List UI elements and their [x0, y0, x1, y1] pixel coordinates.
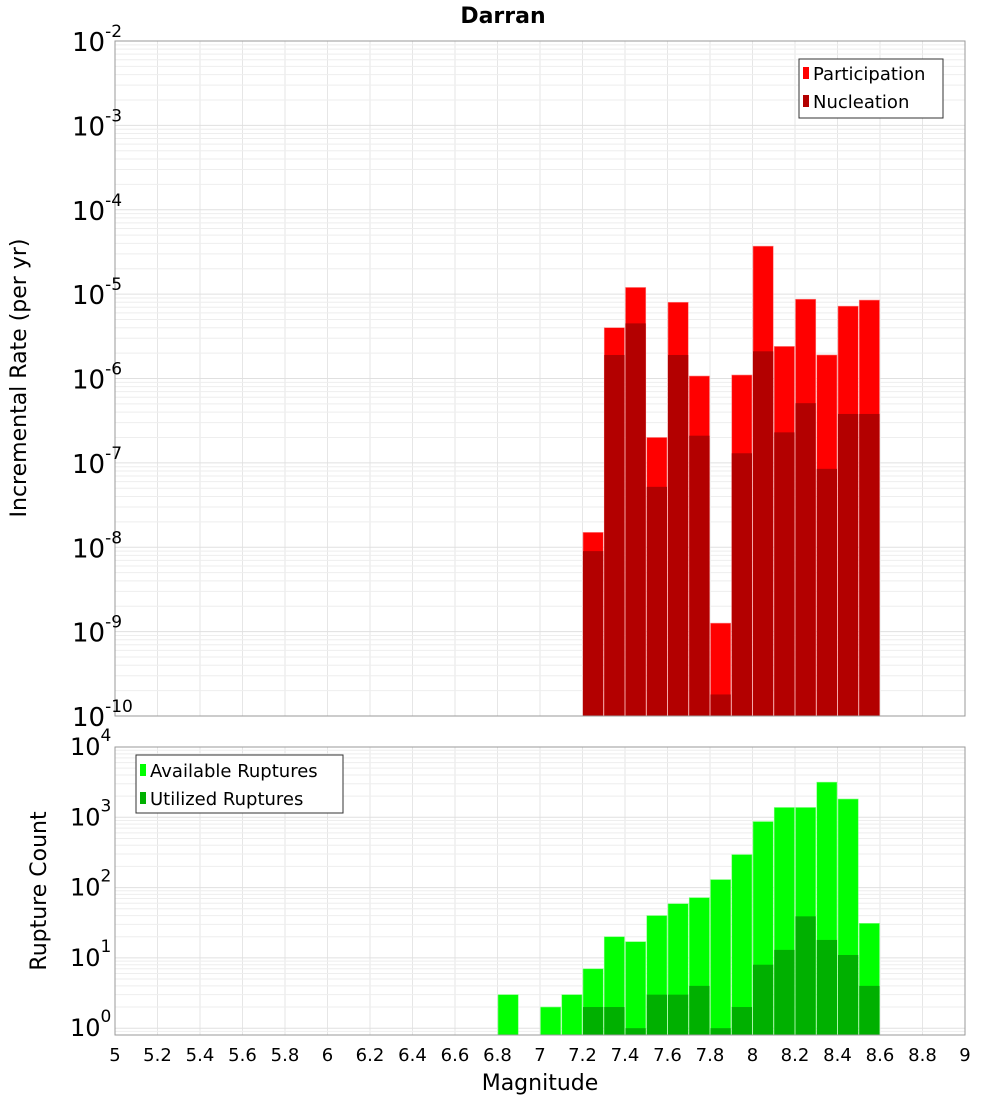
nucleation-bar: [774, 432, 795, 716]
utilized-ruptures-bar: [753, 964, 774, 1035]
nucleation-bar: [583, 551, 604, 716]
legend-label-participation: Participation: [813, 64, 925, 85]
x-tick-label: 6.8: [483, 1045, 512, 1066]
x-tick-label: 5.4: [186, 1045, 215, 1066]
utilized-ruptures-bar: [816, 939, 837, 1035]
x-tick-label: 7.8: [696, 1045, 725, 1066]
utilized-ruptures-bar: [710, 1028, 731, 1035]
nucleation-bar: [795, 403, 816, 716]
y-tick-label: 104: [70, 726, 111, 761]
x-tick-label: 7: [534, 1045, 545, 1066]
legend-swatch-available: [140, 764, 146, 776]
plot-frame: [114, 746, 966, 1036]
legend-label-nucleation: Nucleation: [813, 92, 909, 113]
y-tick-label: 10-3: [72, 106, 122, 142]
utilized-ruptures-bar: [583, 1007, 604, 1035]
legend-swatch-participation: [803, 67, 809, 79]
utilized-ruptures-bar: [646, 994, 667, 1035]
utilized-ruptures-bar: [859, 985, 880, 1035]
utilized-ruptures-bar: [668, 994, 689, 1035]
available-ruptures-bar: [497, 994, 519, 1036]
available-ruptures-bar: [625, 941, 647, 1036]
y-tick-label: 10-8: [72, 528, 122, 564]
y-tick-label: 10-5: [72, 275, 122, 311]
x-tick-label: 7.6: [653, 1045, 682, 1066]
nucleation-bar: [753, 351, 774, 716]
x-tick-label: 7.4: [611, 1045, 640, 1066]
y-tick-label: 10-6: [72, 360, 122, 396]
nucleation-bar: [710, 694, 731, 716]
x-tick-label: 8.8: [908, 1045, 937, 1066]
nucleation-bar: [625, 323, 646, 716]
x-tick-label: 6.4: [398, 1045, 427, 1066]
x-tick-label: 5.2: [143, 1045, 172, 1066]
available-ruptures-bar: [561, 994, 583, 1036]
x-tick-label: 8.4: [823, 1045, 852, 1066]
legend-swatch-utilized: [140, 792, 146, 804]
x-axis-label: Magnitude: [482, 1071, 599, 1096]
x-tick-label: 6: [322, 1045, 333, 1066]
nucleation-bar: [689, 435, 710, 716]
legend-label-utilized: Utilized Ruptures: [150, 789, 303, 810]
y-tick-label: 101: [70, 937, 111, 972]
x-tick-label: 6.6: [441, 1045, 470, 1066]
x-tick-label: 8: [747, 1045, 758, 1066]
x-tick-label: 9: [959, 1045, 970, 1066]
y-tick-label: 10-9: [72, 613, 122, 649]
utilized-ruptures-bar: [838, 954, 859, 1035]
y-axis-label-count: Rupture Count: [27, 811, 52, 971]
rate-plot: 10-2 10-3 10-4 10-5 10-6 10-7 10-8 10-9 10-10: [72, 22, 966, 733]
nucleation-bar: [838, 413, 859, 716]
y-tick-label: 103: [70, 796, 111, 831]
legend-rate: Participation Nucleation: [798, 58, 944, 119]
plot-frame: [114, 40, 966, 717]
available-ruptures-bar: [540, 1006, 562, 1036]
x-tick-label: 5: [109, 1045, 120, 1066]
x-tick-label: 5.6: [228, 1045, 257, 1066]
y-tick-label: 102: [70, 867, 111, 902]
nucleation-bar: [731, 453, 752, 716]
legend-swatch-nucleation: [803, 95, 809, 107]
x-tick-label: 6.2: [356, 1045, 385, 1066]
y-tick-label: 10-2: [72, 22, 122, 58]
y-tick-label: 10-4: [72, 191, 122, 227]
x-tick-label: 7.2: [568, 1045, 597, 1066]
nucleation-bar: [604, 354, 625, 716]
x-tick-label: 8.6: [866, 1045, 895, 1066]
legend-count: Available Ruptures Utilized Ruptures: [135, 754, 344, 814]
available-ruptures-bar: [710, 879, 732, 1036]
nucleation-bar: [646, 486, 667, 716]
y-axis-label-rate: Incremental Rate (per yr): [7, 239, 32, 518]
legend-label-available: Available Ruptures: [150, 761, 318, 782]
x-tick-label: 8.2: [781, 1045, 810, 1066]
utilized-ruptures-bar: [731, 1007, 752, 1035]
utilized-ruptures-bar: [604, 1007, 625, 1035]
y-tick-label: 10-7: [72, 444, 122, 480]
chart-title: Darran: [460, 4, 545, 29]
utilized-ruptures-bar: [774, 949, 795, 1035]
x-tick-label: 5.8: [271, 1045, 300, 1066]
nucleation-bar: [668, 354, 689, 716]
count-plot: 104 103 102 101 100 5 5.2 5.4 5.6 5.8 6 6.2 6.4 6.6 6.…: [70, 726, 971, 1066]
nucleation-bar: [816, 468, 837, 716]
y-tick-label: 10-10: [72, 697, 133, 733]
utilized-ruptures-bar: [795, 916, 816, 1035]
utilized-ruptures-bar: [625, 1028, 646, 1035]
nucleation-bar: [859, 413, 880, 716]
y-tick-label: 100: [70, 1007, 111, 1042]
utilized-ruptures-bar: [689, 985, 710, 1035]
